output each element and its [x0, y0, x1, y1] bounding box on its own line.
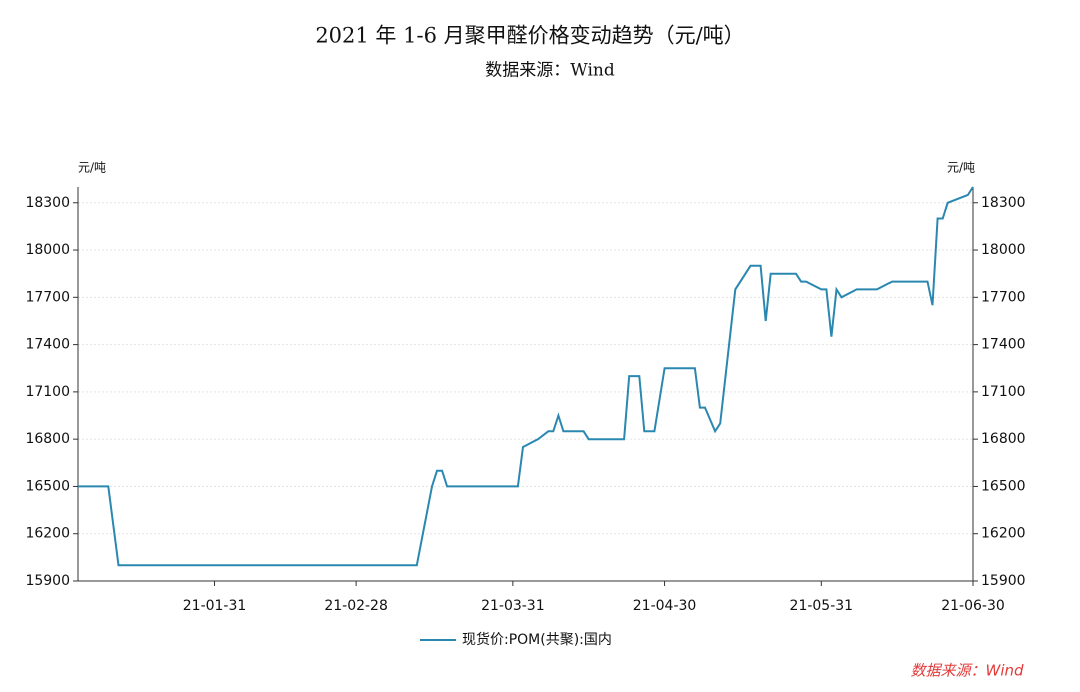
- y-tick-label: 15900: [25, 573, 70, 589]
- y-tick-label: 17700: [25, 289, 70, 305]
- y-axis-label: 元/吨: [78, 161, 106, 175]
- x-tick-label: 21-06-30: [941, 598, 1005, 614]
- y-tick-label-right: 16200: [981, 526, 1026, 542]
- x-tick-label: 21-04-30: [633, 598, 697, 614]
- y-tick-label-right: 15900: [981, 573, 1026, 589]
- y-tick-label-right: 18300: [981, 195, 1026, 211]
- y-tick-label: 17100: [25, 384, 70, 400]
- legend-label: 现货价:POM(共聚):国内: [462, 631, 612, 648]
- y-tick-label-right: 17100: [981, 384, 1026, 400]
- y-tick-label-right: 16500: [981, 478, 1026, 494]
- chart-subtitle: 数据来源：Wind: [485, 61, 615, 81]
- y-tick-label-right: 17700: [981, 289, 1026, 305]
- x-tick-label: 21-03-31: [481, 598, 545, 614]
- x-tick-label: 21-01-31: [183, 598, 247, 614]
- y-tick-label: 16200: [25, 526, 70, 542]
- x-tick-label: 21-02-28: [324, 598, 388, 614]
- y-tick-label: 18300: [25, 195, 70, 211]
- chart-title: 2021 年 1-6 月聚甲醛价格变动趋势（元/吨）: [315, 24, 744, 48]
- line-series: [78, 186, 974, 567]
- y-tick-label: 18000: [25, 242, 70, 258]
- source-note: 数据来源：Wind: [910, 662, 1024, 680]
- y-tick-label-right: 16800: [981, 431, 1026, 447]
- y-tick-label: 17400: [25, 337, 70, 353]
- y-tick-label-right: 17400: [981, 337, 1026, 353]
- x-tick-label: 21-05-31: [790, 598, 854, 614]
- y-axis-label-right: 元/吨: [947, 161, 975, 175]
- y-tick-label-right: 18000: [981, 242, 1026, 258]
- y-tick-label: 16500: [25, 478, 70, 494]
- y-tick-label: 16800: [25, 431, 70, 447]
